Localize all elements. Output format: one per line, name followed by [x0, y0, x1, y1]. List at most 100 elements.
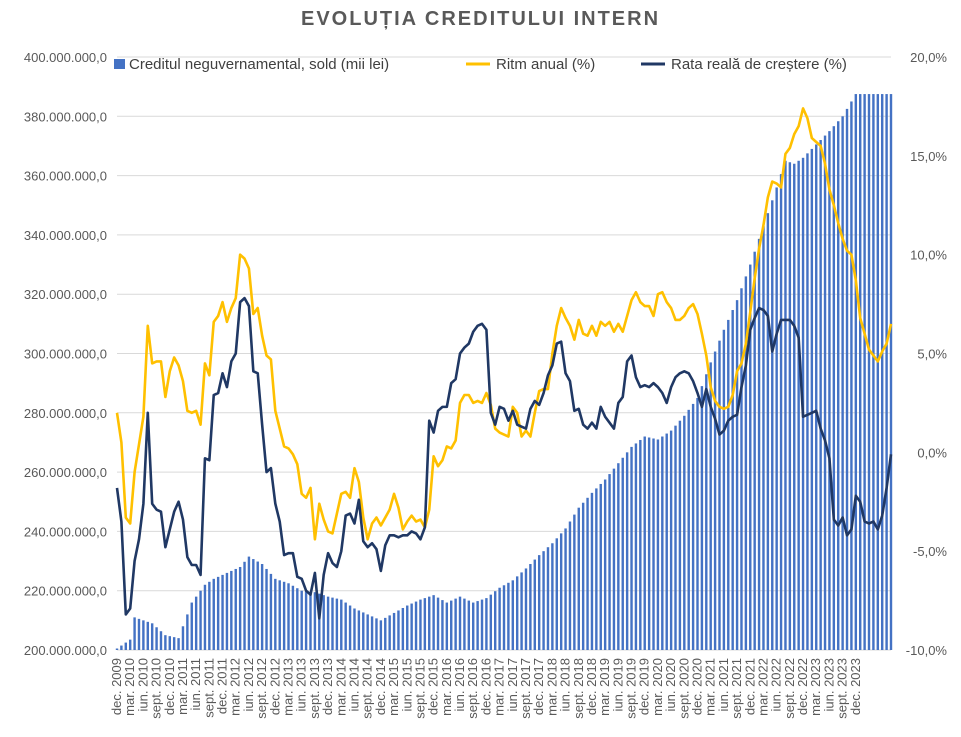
bar [749, 264, 752, 650]
bar [476, 601, 479, 650]
y-left-tick-label: 360.000.000,0 [24, 169, 107, 184]
x-tick-label: sept. 2015 [412, 658, 427, 719]
x-tick-label: mar. 2015 [386, 658, 401, 716]
bar [753, 251, 756, 650]
bar [265, 568, 268, 650]
bar [533, 559, 536, 650]
bar [155, 627, 158, 650]
bar [573, 514, 576, 650]
bar [247, 556, 251, 650]
bar [564, 528, 567, 650]
x-tick-label: sept. 2014 [360, 658, 375, 719]
bar [687, 409, 690, 650]
chart-title: EVOLUȚIA CREDITULUI INTERN [300, 8, 661, 30]
x-tick-label: iun. 2015 [399, 658, 414, 712]
bar [238, 566, 242, 650]
bar [652, 438, 655, 650]
bar [181, 626, 185, 650]
y-left-tick-label: 200.000.000,0 [24, 643, 107, 658]
y-right-tick-label: 5,0% [917, 347, 947, 362]
bar [546, 547, 550, 650]
bar [845, 108, 849, 650]
x-tick-label: iun. 2021 [716, 658, 731, 712]
y-right-tick-label: -5,0% [913, 544, 947, 559]
bar [590, 492, 594, 650]
x-tick-label: iun. 2012 [241, 658, 256, 712]
x-tick-label: mar. 2010 [122, 658, 137, 716]
bar [498, 587, 501, 650]
bar [445, 602, 449, 650]
bar [709, 362, 712, 650]
bar [225, 572, 229, 650]
bar [775, 187, 778, 650]
y-right-tick-label: 15,0% [910, 149, 947, 164]
bar [595, 488, 598, 650]
bar [428, 596, 431, 650]
bar [639, 439, 642, 650]
bar [450, 600, 453, 650]
bar [436, 597, 440, 650]
bar [577, 507, 580, 650]
x-tick-label: dec. 2019 [637, 658, 652, 715]
bar [727, 319, 730, 650]
bar [683, 415, 686, 650]
bar [278, 580, 281, 650]
bar [731, 310, 734, 650]
y-left-tick-label: 240.000.000,0 [24, 524, 107, 539]
bar [370, 616, 374, 650]
bar [260, 564, 264, 650]
bar [529, 564, 532, 650]
x-tick-label: sept. 2020 [676, 658, 691, 719]
bar [472, 602, 475, 650]
bar [885, 94, 888, 650]
bar [186, 614, 189, 650]
bar [410, 603, 413, 650]
bar [524, 568, 528, 650]
x-tick-label: dec. 2012 [267, 658, 282, 715]
bar [296, 588, 299, 650]
bar [401, 607, 405, 650]
bar [133, 617, 136, 650]
bar [608, 474, 611, 650]
bar [480, 599, 484, 650]
bar [150, 623, 154, 650]
bar [340, 599, 343, 650]
x-tick-label: mar. 2022 [755, 658, 770, 716]
legend-label: Creditul neguvernamental, sold (mii lei) [129, 56, 389, 73]
x-tick-label: sept. 2023 [835, 658, 850, 719]
x-tick-label: iun. 2022 [769, 658, 784, 712]
bar [269, 573, 273, 650]
bar [326, 596, 330, 650]
bar [762, 226, 765, 650]
bar [880, 94, 884, 650]
bar [617, 463, 620, 650]
x-tick-label: sept. 2011 [201, 658, 216, 718]
x-tick-label: iun. 2023 [821, 658, 836, 712]
y-left-tick-label: 300.000.000,0 [24, 347, 107, 362]
bar [630, 446, 633, 650]
bar [414, 601, 418, 650]
x-tick-label: dec. 2022 [795, 658, 810, 715]
bar [542, 551, 545, 650]
bar [837, 121, 840, 650]
bar [230, 570, 233, 650]
x-tick-label: sept. 2013 [307, 658, 322, 719]
bar [463, 598, 466, 650]
x-tick-label: dec. 2013 [320, 658, 335, 715]
x-tick-label: dec. 2016 [478, 658, 493, 715]
bar [502, 585, 506, 650]
x-tick-label: mar. 2013 [281, 658, 296, 716]
x-tick-label: sept. 2012 [254, 658, 269, 719]
x-tick-label: iun. 2014 [346, 658, 361, 712]
x-tick-label: iun. 2017 [505, 658, 520, 712]
x-tick-label: mar. 2020 [650, 658, 665, 716]
x-tick-label: mar. 2016 [439, 658, 454, 716]
x-tick-label: mar. 2017 [492, 658, 507, 716]
x-tick-label: dec. 2018 [584, 658, 599, 715]
bar [823, 135, 827, 650]
bar [282, 581, 286, 650]
bar [304, 591, 308, 650]
bar [128, 639, 132, 650]
bar [669, 430, 673, 650]
